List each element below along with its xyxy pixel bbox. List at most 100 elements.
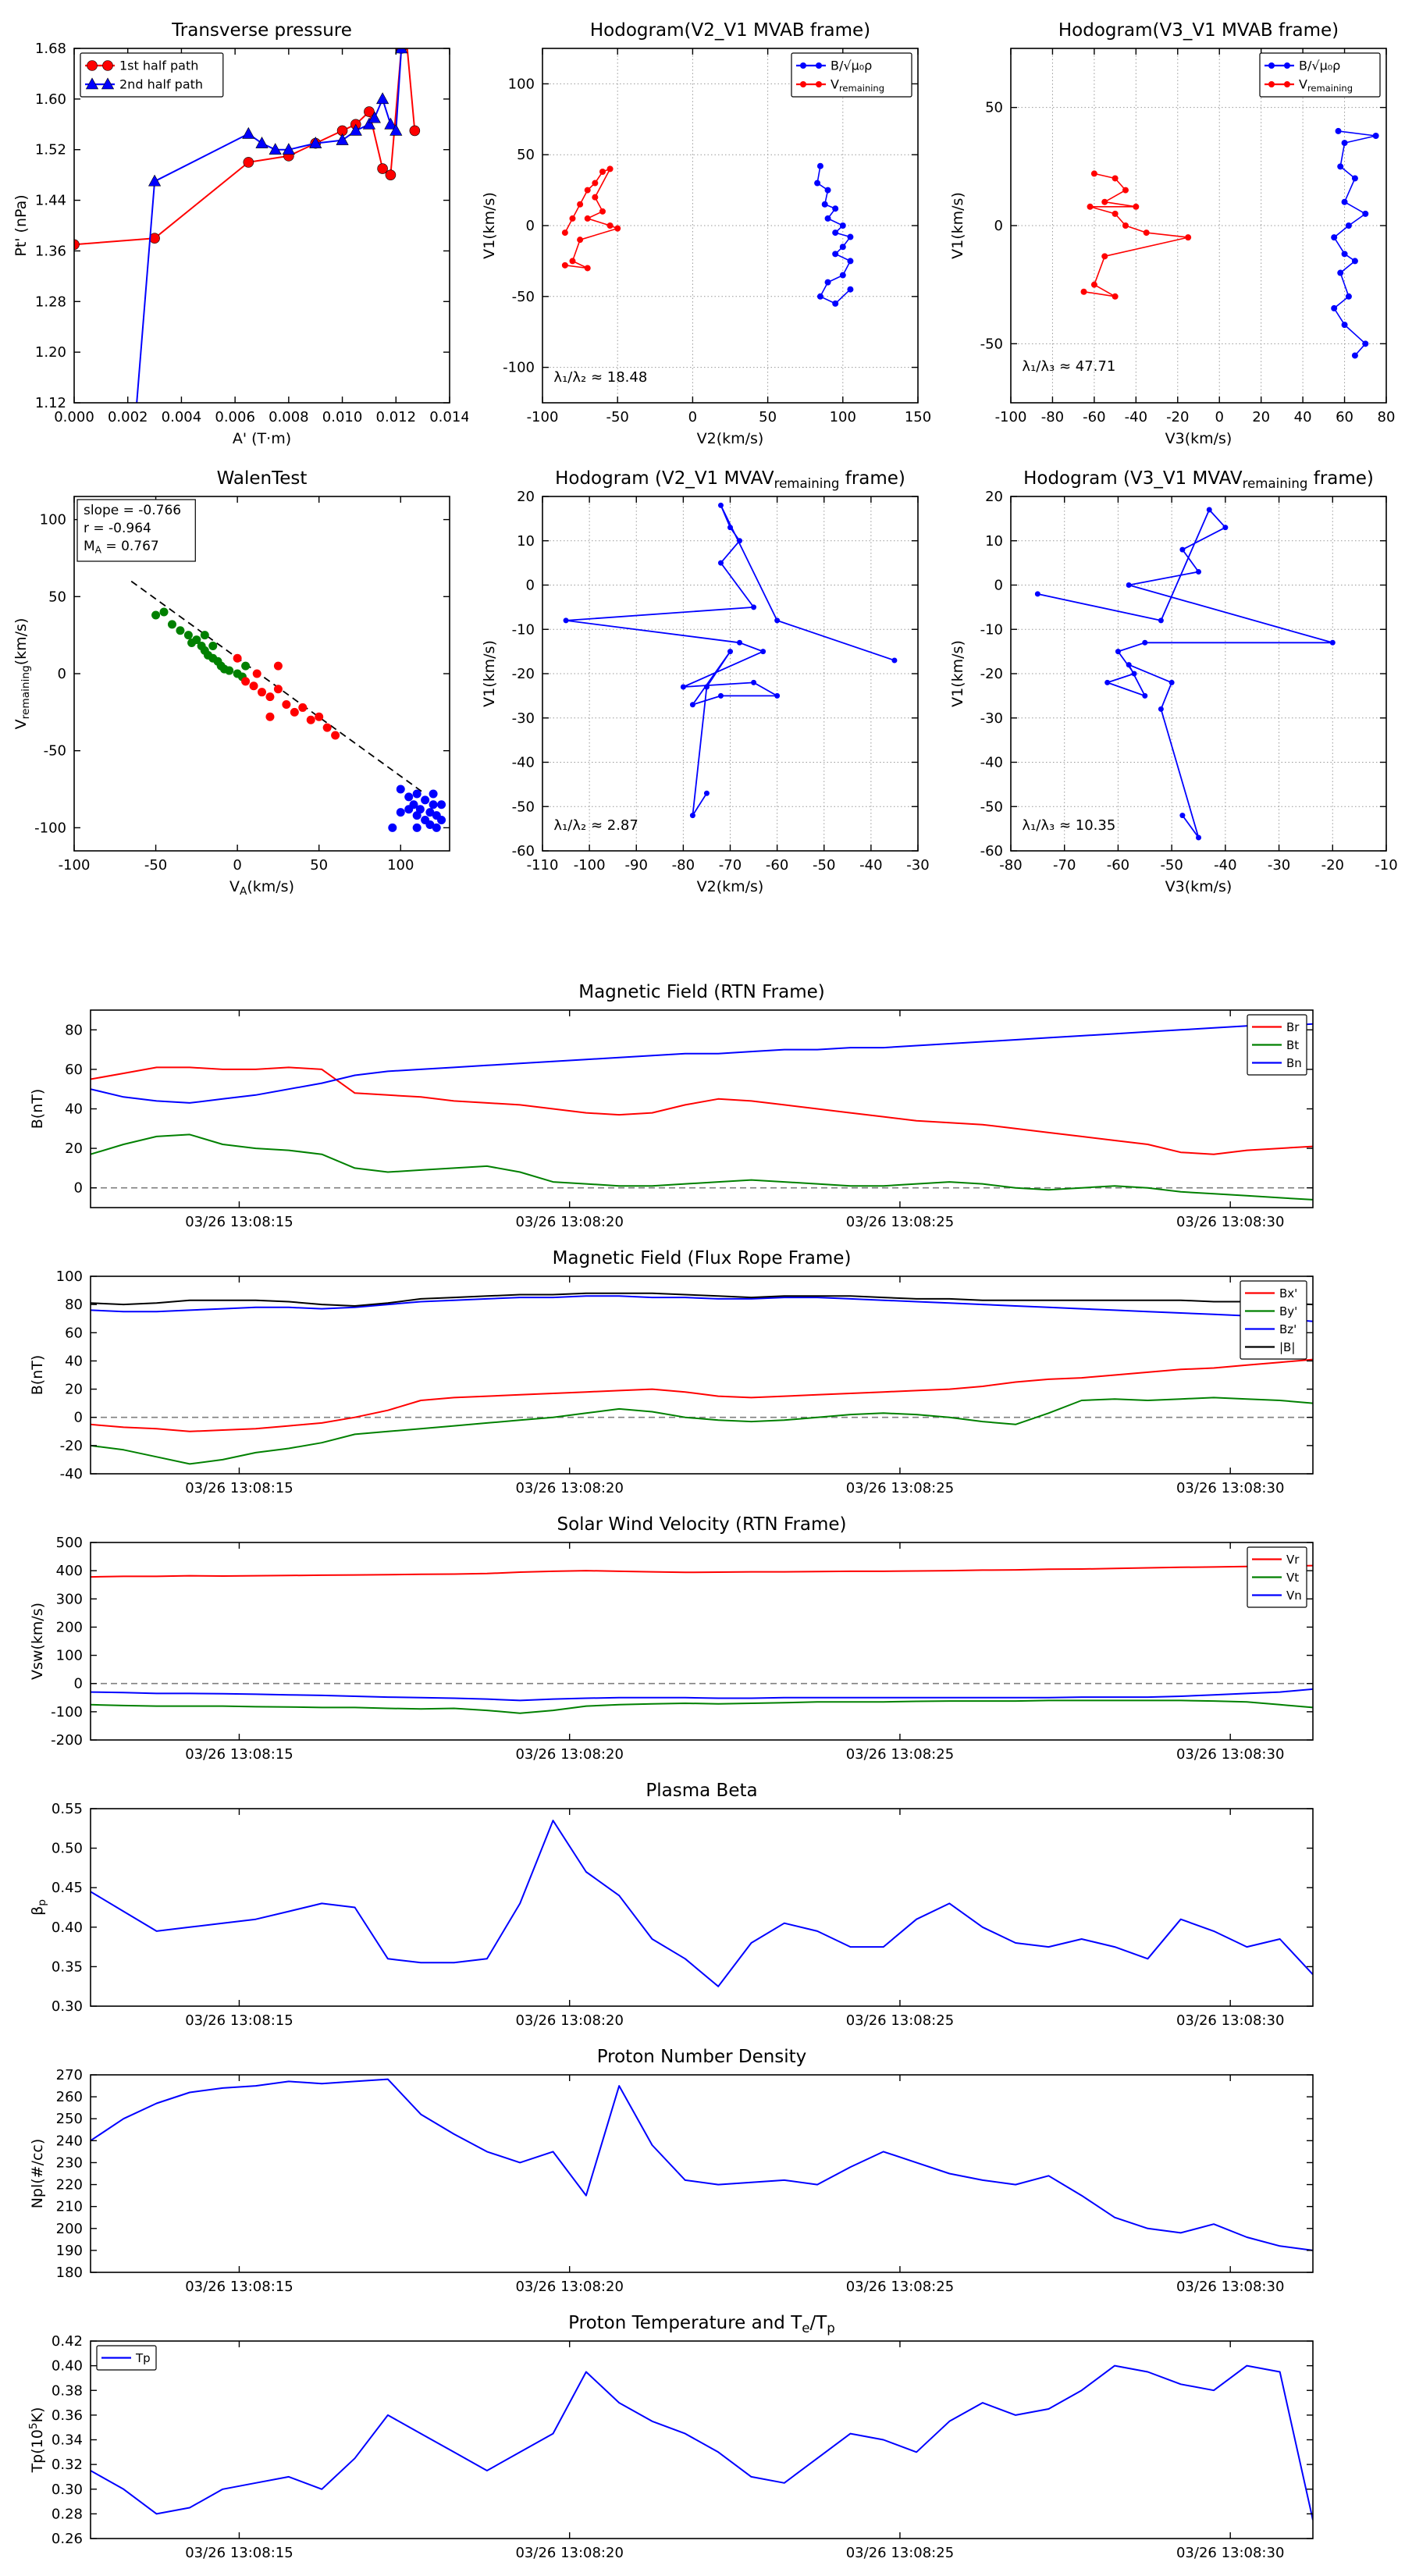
y-tick-label: 1.28 (35, 294, 66, 310)
x-tick-label: -40 (1214, 857, 1236, 873)
y-tick-label: 0.28 (52, 2506, 83, 2522)
y-axis-label: V1(km/s) (949, 192, 966, 259)
ticks (91, 2074, 1313, 2273)
series-v-path (563, 502, 898, 819)
y-tick-label: -100 (34, 820, 66, 836)
grid (1010, 496, 1387, 852)
y-tick-label: 220 (56, 2177, 83, 2194)
chart-transverse-pressure: 0.000 0.002 0.004 0.006 0.008 0.010 0.012 0.014… (0, 14, 468, 451)
series-layer (91, 2078, 1313, 2251)
y-tick-label: -200 (51, 1732, 83, 1749)
y-tick-label: -10 (980, 621, 1003, 638)
x-tick-label: 03/26 13:08:15 (185, 2545, 293, 2561)
series-tp (91, 2364, 1313, 2521)
y-tick-label: 0 (74, 1410, 83, 1426)
y-tick-label: 0.42 (52, 2333, 83, 2350)
y-tick-label: 0 (74, 1180, 83, 1197)
chart-hodogram-v3v1-mvav: -80 -70 -60 -50 -40 -30 -20 -10 -60 -50 -40 -30 -20 -… (937, 462, 1405, 899)
series-layer (1034, 507, 1336, 841)
chart-proton-density: 03/26 13:08:15 03/26 13:08:20 03/26 13:08:… (0, 2042, 1405, 2308)
series-by- (91, 1397, 1313, 1465)
ticks (91, 1276, 1313, 1475)
chart-solar-wind-velocity: 03/26 13:08:15 03/26 13:08:20 03/26 13:08:… (0, 1510, 1405, 1776)
legend-label: Vn (1286, 1589, 1302, 1603)
y-tick-label: -60 (980, 843, 1003, 859)
y-tick-label: 20 (517, 489, 535, 505)
x-tick-label: -100 (995, 409, 1027, 425)
x-tick-label: -20 (1166, 409, 1189, 425)
y-axis-label: Npl(#/cc) (29, 2139, 46, 2209)
x-tick-label: 0.012 (376, 409, 417, 425)
x-tick-label: -100 (574, 857, 606, 873)
chart-title: Magnetic Field (RTN Frame) (578, 982, 825, 1002)
chart-title: Proton Number Density (597, 2047, 807, 2067)
y-axis-label: Vremaining(km/s) (12, 618, 32, 730)
x-tick-label: 03/26 13:08:15 (185, 2012, 293, 2029)
x-tick-label: 03/26 13:08:15 (185, 1480, 293, 1496)
y-tick-label: 10 (985, 533, 1003, 550)
y-tick-label: -100 (51, 1704, 83, 1720)
x-tick-label: -80 (1041, 409, 1064, 425)
y-tick-label: 50 (48, 589, 66, 605)
y-tick-label: 0.55 (52, 1801, 83, 1817)
series-b- (1331, 127, 1379, 359)
legend-label: Vremaining (831, 77, 884, 94)
y-tick-label: 1.44 (35, 193, 66, 209)
legend-label: B/√μ₀ρ (1299, 59, 1340, 73)
x-tick-label: 0.010 (322, 409, 363, 425)
x-axis-label: V3(km/s) (1165, 878, 1232, 895)
axes-frame (90, 2340, 1314, 2539)
series-vt (91, 1699, 1313, 1714)
ticks (73, 48, 450, 404)
annotation: λ₁/λ₂ ≈ 2.87 (553, 817, 638, 834)
chart-title: Hodogram(V3_V1 MVAB frame) (1058, 20, 1339, 41)
ticks (91, 1542, 1313, 1741)
y-tick-label: 0 (526, 578, 535, 594)
y-tick-label: 50 (985, 100, 1003, 116)
ticks (1010, 496, 1387, 852)
row-top: 0.000 0.002 0.004 0.006 0.008 0.010 0.012 0.014… (0, 14, 1405, 451)
y-tick-label: 100 (56, 1648, 83, 1664)
grid (542, 496, 919, 852)
y-tick-label: 210 (56, 2199, 83, 2215)
y-tick-label: 80 (65, 1022, 83, 1038)
x-tick-label: 03/26 13:08:25 (846, 1746, 954, 1763)
ticks (73, 496, 450, 851)
x-tick-label: 0.004 (162, 409, 202, 425)
x-tick-label: 03/26 13:08:20 (515, 1480, 623, 1496)
y-tick-label: 20 (65, 1382, 83, 1398)
x-tick-label: -70 (719, 857, 742, 873)
y-tick-label: 0.30 (52, 1998, 83, 2015)
x-tick-label: -100 (527, 409, 559, 425)
walen-test-svg: -100 -50 0 50 100 -100 -50 0 50 100 WalenTest VA(km… (12, 468, 450, 898)
x-tick-label: 03/26 13:08:15 (185, 2279, 293, 2295)
legend-label: Bt (1286, 1038, 1299, 1052)
x-tick-label: -40 (1125, 409, 1147, 425)
y-axis-label: βp (29, 1899, 48, 1916)
y-tick-label: -10 (512, 621, 535, 638)
x-tick-label: 0.008 (269, 409, 309, 425)
x-tick-label: 0 (233, 857, 241, 873)
y-tick-label: 230 (56, 2154, 83, 2171)
legend: 1st half path 2nd half path (80, 52, 224, 98)
x-tick-label: 03/26 13:08:30 (1176, 2279, 1284, 2295)
y-tick-label: 20 (985, 489, 1003, 505)
info-line: r = -0.964 (84, 521, 151, 536)
y-axis-label: Tp(105K) (27, 2407, 46, 2474)
x-axis-label: V2(km/s) (697, 878, 764, 895)
y-tick-label: -20 (980, 666, 1003, 682)
legend: B/√μ₀ρ Vremaining (1259, 52, 1381, 98)
ticks (91, 1808, 1313, 2007)
legend-label: Tp (135, 2351, 151, 2365)
series-npl (91, 2078, 1313, 2251)
x-tick-label: 50 (759, 409, 777, 425)
y-tick-label: 300 (56, 1591, 83, 1607)
x-tick-label: 03/26 13:08:30 (1176, 1746, 1284, 1763)
info-line: slope = -0.766 (84, 503, 181, 518)
y-tick-label: 1.36 (35, 243, 66, 259)
y-tick-label: 200 (56, 1619, 83, 1635)
hodogram-v2v1-mvav-svg: -110 -100 -90 -80 -70 -60 -50 -40 -30-60-50-40-3… (481, 468, 930, 895)
y-tick-label: 100 (508, 76, 535, 92)
y-tick-label: 260 (56, 2089, 83, 2105)
x-tick-label: 20 (1252, 409, 1270, 425)
